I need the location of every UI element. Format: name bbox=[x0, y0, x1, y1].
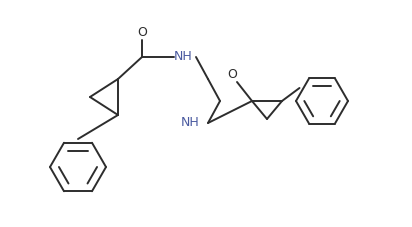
Text: NH: NH bbox=[180, 116, 199, 129]
Text: O: O bbox=[227, 69, 237, 81]
Text: O: O bbox=[137, 27, 147, 39]
Text: NH: NH bbox=[173, 50, 192, 64]
